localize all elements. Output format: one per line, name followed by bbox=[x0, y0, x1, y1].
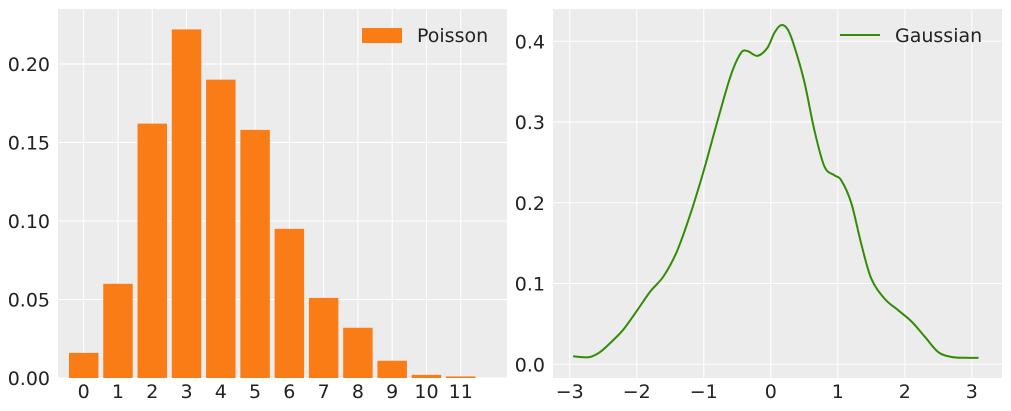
poisson-x-tick-label: 3 bbox=[180, 381, 192, 403]
poisson-y-ticks: 0.00 0.05 0.10 0.15 0.20 bbox=[8, 54, 50, 390]
poisson-legend: Poisson bbox=[362, 25, 488, 47]
poisson-x-tick-label: 2 bbox=[146, 381, 158, 403]
gaussian-plot-area bbox=[553, 9, 1002, 378]
gaussian-x-tick-label: 3 bbox=[966, 381, 978, 403]
poisson-y-tick-label: 0.15 bbox=[8, 132, 50, 154]
poisson-y-tick-label: 0.20 bbox=[8, 54, 50, 76]
gaussian-y-grid bbox=[553, 40, 1002, 365]
gaussian-legend: Gaussian bbox=[840, 25, 982, 47]
gaussian-x-tick-label: 2 bbox=[899, 381, 911, 403]
poisson-chart: 0.00 0.05 0.10 0.15 0.20 0 1 2 3 4 5 6 7 8 9 10 11 Pois… bbox=[8, 9, 507, 403]
poisson-bar bbox=[68, 352, 99, 378]
gaussian-x-grid bbox=[569, 9, 973, 378]
poisson-x-tick-label: 5 bbox=[249, 381, 261, 403]
gaussian-y-tick-label: 0.1 bbox=[515, 274, 545, 296]
poisson-bar bbox=[171, 29, 202, 378]
poisson-bar bbox=[411, 374, 442, 378]
gaussian-legend-label: Gaussian bbox=[895, 25, 982, 47]
poisson-x-tick-label: 4 bbox=[215, 381, 227, 403]
poisson-x-tick-label: 9 bbox=[386, 381, 398, 403]
poisson-bar bbox=[308, 297, 339, 378]
poisson-x-tick-label: 1 bbox=[112, 381, 124, 403]
gaussian-x-tick-label: 1 bbox=[832, 381, 844, 403]
gaussian-chart: 0.0 0.1 0.2 0.3 0.4 −3 −2 −1 0 1 2 3 Gaussian bbox=[515, 9, 1002, 403]
poisson-bar bbox=[137, 123, 167, 378]
gaussian-x-ticks: −3 −2 −1 0 1 2 3 bbox=[556, 381, 978, 403]
gaussian-x-tick-label: 0 bbox=[765, 381, 777, 403]
gaussian-x-tick-label: −3 bbox=[556, 381, 584, 403]
gaussian-x-tick-label: −1 bbox=[690, 381, 718, 403]
poisson-legend-swatch bbox=[362, 28, 402, 43]
gaussian-y-tick-label: 0.3 bbox=[515, 112, 545, 134]
poisson-x-tick-label: 7 bbox=[318, 381, 330, 403]
gaussian-y-ticks: 0.0 0.1 0.2 0.3 0.4 bbox=[515, 31, 545, 376]
poisson-x-tick-label: 6 bbox=[283, 381, 295, 403]
gaussian-y-tick-label: 0.2 bbox=[515, 193, 545, 215]
poisson-y-tick-label: 0.05 bbox=[8, 289, 50, 311]
poisson-bars bbox=[68, 29, 476, 378]
poisson-bar bbox=[343, 327, 373, 378]
poisson-x-tick-label: 10 bbox=[414, 381, 438, 403]
gaussian-x-tick-label: −2 bbox=[623, 381, 651, 403]
poisson-x-tick-label: 8 bbox=[352, 381, 364, 403]
poisson-x-tick-label: 11 bbox=[449, 381, 473, 403]
poisson-y-tick-label: 0.00 bbox=[8, 368, 50, 390]
poisson-bar bbox=[445, 376, 476, 378]
poisson-x-ticks: 0 1 2 3 4 5 6 7 8 9 10 11 bbox=[78, 381, 473, 403]
gaussian-y-tick-label: 0.4 bbox=[515, 31, 545, 53]
poisson-x-tick-label: 0 bbox=[78, 381, 90, 403]
gaussian-y-tick-label: 0.0 bbox=[515, 354, 545, 376]
poisson-bar bbox=[206, 79, 236, 378]
poisson-y-tick-label: 0.10 bbox=[8, 211, 50, 233]
poisson-bar bbox=[377, 360, 407, 378]
poisson-bar bbox=[240, 129, 270, 378]
gaussian-curve bbox=[572, 23, 979, 359]
poisson-bar bbox=[103, 283, 133, 378]
poisson-legend-label: Poisson bbox=[417, 25, 488, 47]
poisson-bar bbox=[274, 228, 305, 378]
